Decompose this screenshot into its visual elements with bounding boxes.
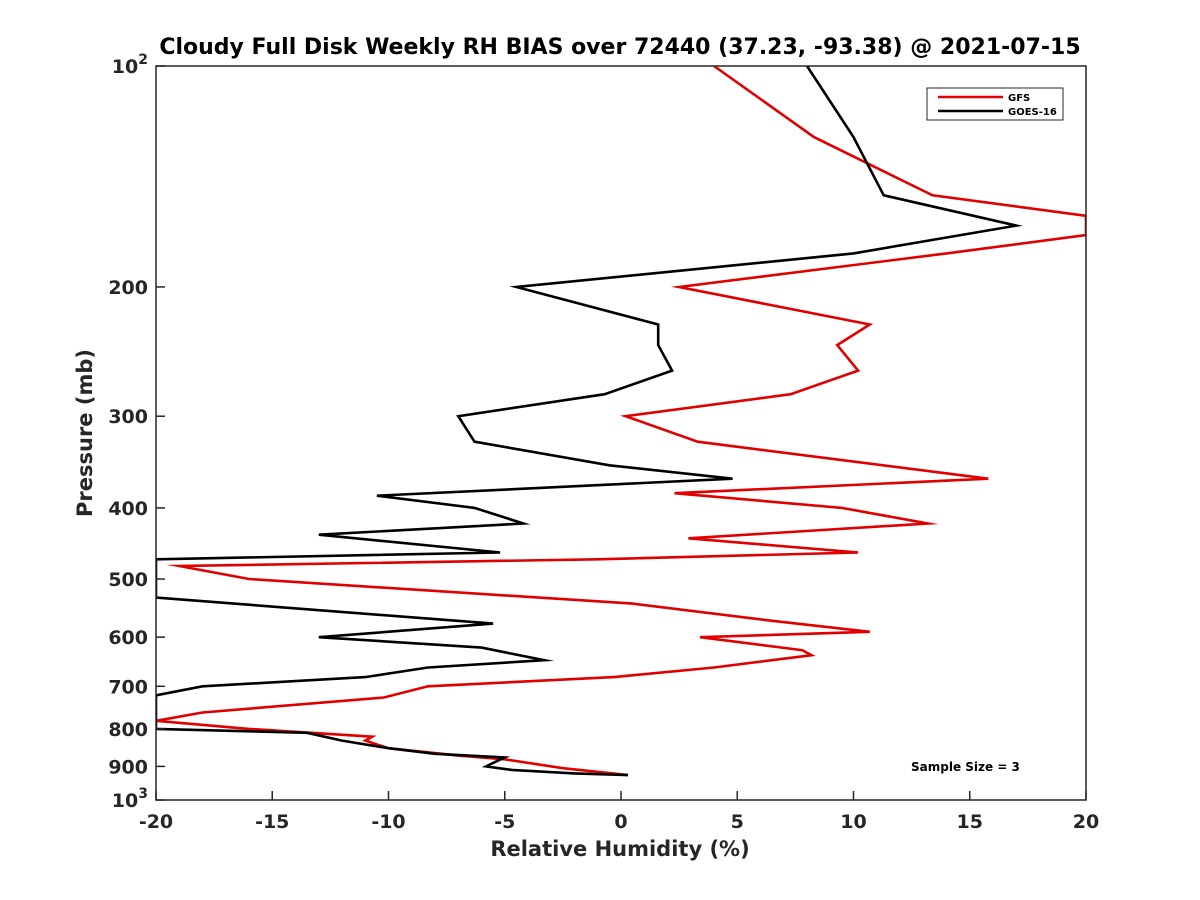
plot-frame	[155, 65, 1087, 801]
y-tick-label-power: 102	[112, 52, 148, 78]
chart-title: Cloudy Full Disk Weekly RH BIAS over 724…	[159, 35, 1080, 60]
legend-box	[926, 87, 1064, 121]
x-tick-label: 15	[957, 811, 983, 833]
y-tick-base: 10	[112, 56, 138, 78]
plot-lines	[156, 66, 1086, 777]
y-axis-label: Pressure (mb)	[73, 349, 97, 517]
y-tick-label: 200	[108, 277, 148, 299]
legend-label: GFS	[1008, 93, 1030, 104]
y-tick-label: 800	[108, 719, 148, 741]
y-tick-label: 900	[108, 756, 148, 778]
x-tick-label: 20	[1073, 811, 1099, 833]
y-tick-label-power: 103	[112, 786, 148, 812]
x-tick-label: -5	[494, 811, 515, 833]
x-tick-label: 10	[840, 811, 866, 833]
legend-label: GOES-16	[1008, 107, 1057, 118]
x-tick-label: -10	[371, 811, 405, 833]
y-tick-label: 300	[108, 406, 148, 428]
y-tick-label: 400	[108, 498, 148, 520]
series-line-gfs	[156, 66, 1086, 777]
x-tick-label: 5	[731, 811, 744, 833]
x-tick-label: 0	[614, 811, 627, 833]
y-tick-label: 600	[108, 627, 148, 649]
x-tick-label: -15	[255, 811, 289, 833]
x-axis-label: Relative Humidity (%)	[490, 837, 749, 861]
y-tick-exponent: 3	[138, 786, 148, 802]
legend: GFS GOES-16	[926, 87, 1064, 121]
y-tick-exponent: 2	[138, 52, 148, 68]
series-line-goes-16	[156, 66, 1023, 777]
x-axis: -20 -15 -10 -5 0 5 10 15 20	[139, 791, 1099, 833]
x-tick-label: -20	[139, 811, 173, 833]
y-tick-label: 700	[108, 676, 148, 698]
sample-size-annotation: Sample Size = 3	[911, 760, 1020, 774]
y-tick-label: 500	[108, 569, 148, 591]
y-tick-base: 10	[112, 790, 138, 812]
